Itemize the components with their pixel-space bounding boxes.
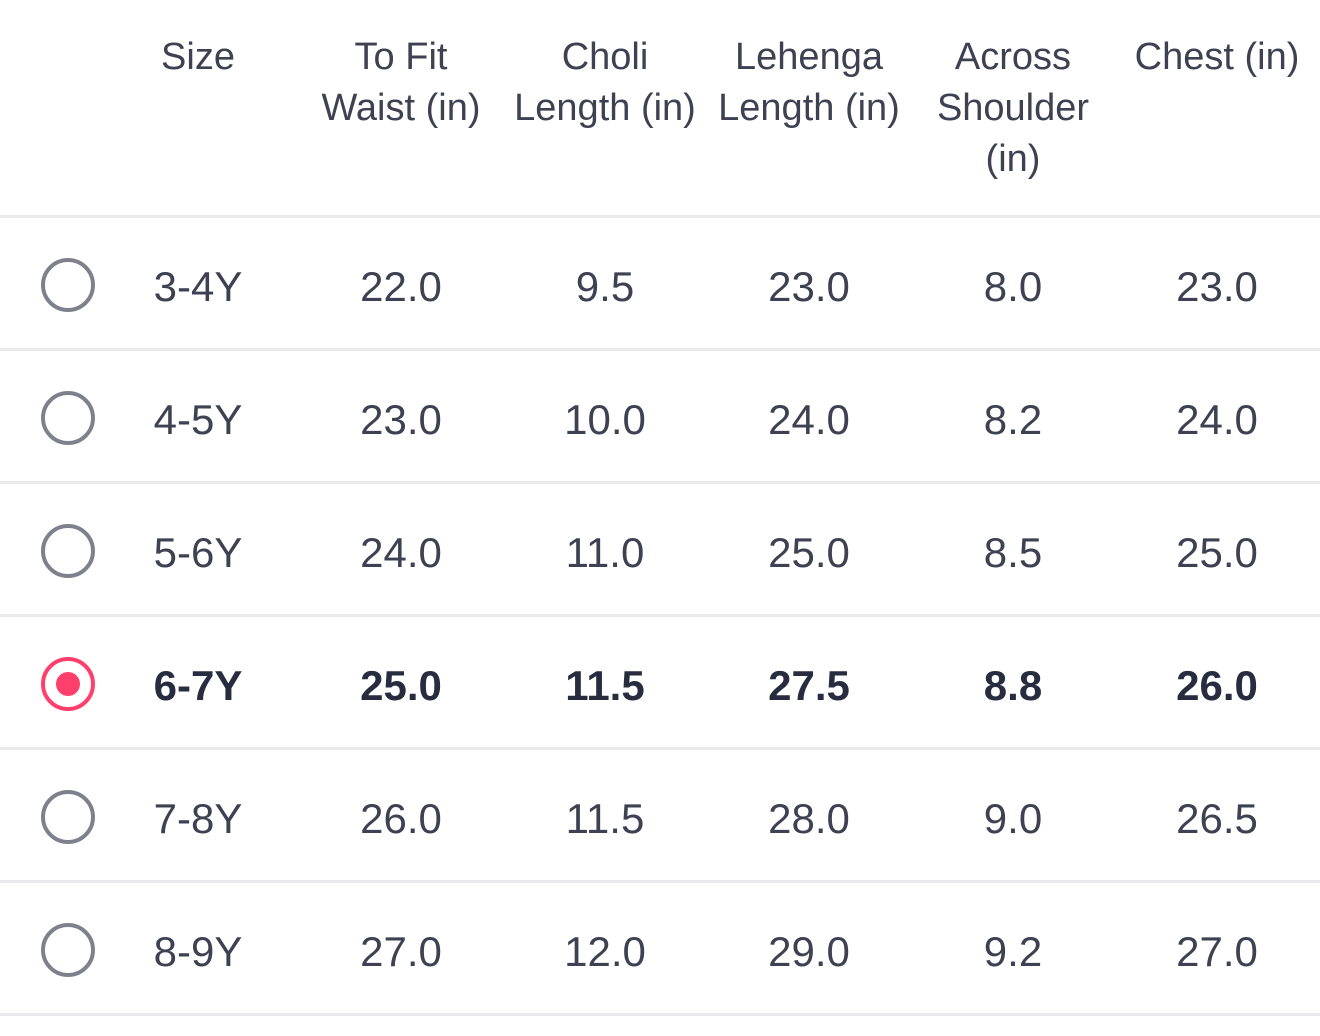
cell-size: 4-5Y	[153, 396, 243, 443]
cell-chest: 25.0	[1176, 529, 1258, 576]
cell-lehenga: 24.0	[768, 396, 850, 443]
radio-unselected-icon[interactable]	[41, 923, 95, 977]
cell-size: 6-7Y	[153, 662, 243, 709]
header-size: Size	[161, 36, 235, 78]
header-lehenga-length: Lehenga Length (in)	[718, 36, 900, 129]
cell-lehenga: 27.5	[768, 662, 850, 709]
header-chest: Chest (in)	[1134, 36, 1300, 78]
cell-size: 7-8Y	[153, 795, 243, 842]
cell-shoulder: 9.0	[983, 795, 1043, 842]
cell-shoulder: 8.2	[983, 396, 1043, 443]
cell-choli: 11.5	[565, 795, 645, 842]
table-row[interactable]: 8-9Y 27.0 12.0 29.0 9.2 27.0	[0, 883, 1320, 1016]
cell-size: 5-6Y	[153, 529, 243, 576]
cell-chest: 27.0	[1176, 928, 1258, 975]
header-across-shoulder: Across Shoulder (in)	[936, 36, 1090, 180]
cell-choli: 11.5	[565, 662, 645, 709]
header-to-fit-waist: To Fit Waist (in)	[321, 36, 481, 129]
radio-unselected-icon[interactable]	[41, 524, 95, 578]
cell-chest: 23.0	[1176, 263, 1258, 310]
cell-size: 3-4Y	[153, 263, 243, 310]
radio-unselected-icon[interactable]	[41, 258, 95, 312]
cell-shoulder: 8.8	[983, 662, 1043, 709]
cell-shoulder: 9.2	[983, 928, 1043, 975]
header-choli-length: Choli Length (in)	[514, 36, 696, 129]
cell-choli: 11.0	[565, 529, 645, 576]
cell-shoulder: 8.5	[983, 529, 1043, 576]
cell-waist: 22.0	[360, 263, 442, 310]
cell-waist: 27.0	[360, 928, 442, 975]
table-body: 3-4Y 22.0 9.5 23.0 8.0 23.0 4-5Y 23.0 10.0 24.0 8.…	[0, 218, 1320, 1016]
cell-lehenga: 25.0	[768, 529, 850, 576]
cell-choli: 12.0	[564, 928, 646, 975]
table-row[interactable]: 7-8Y 26.0 11.5 28.0 9.0 26.5	[0, 750, 1320, 883]
cell-size: 8-9Y	[153, 928, 243, 975]
table-row[interactable]: 4-5Y 23.0 10.0 24.0 8.2 24.0	[0, 351, 1320, 484]
cell-lehenga: 28.0	[768, 795, 850, 842]
cell-waist: 26.0	[360, 795, 442, 842]
cell-waist: 24.0	[360, 529, 442, 576]
cell-choli: 9.5	[575, 263, 635, 310]
table-row[interactable]: 5-6Y 24.0 11.0 25.0 8.5 25.0	[0, 484, 1320, 617]
radio-unselected-icon[interactable]	[41, 790, 95, 844]
radio-selected-icon[interactable]	[41, 657, 95, 711]
cell-choli: 10.0	[564, 396, 646, 443]
table-row[interactable]: 3-4Y 22.0 9.5 23.0 8.0 23.0	[0, 218, 1320, 351]
cell-waist: 23.0	[360, 396, 442, 443]
cell-lehenga: 29.0	[768, 928, 850, 975]
cell-chest: 26.0	[1176, 662, 1258, 709]
table-header-row: Size To Fit Waist (in) Choli Length (in) L…	[0, 0, 1320, 218]
radio-unselected-icon[interactable]	[41, 391, 95, 445]
cell-shoulder: 8.0	[983, 263, 1043, 310]
cell-chest: 26.5	[1176, 795, 1258, 842]
cell-chest: 24.0	[1176, 396, 1258, 443]
radio-dot-icon	[56, 672, 80, 696]
cell-lehenga: 23.0	[768, 263, 850, 310]
table-row[interactable]: 6-7Y 25.0 11.5 27.5 8.8 26.0	[0, 617, 1320, 750]
cell-waist: 25.0	[360, 662, 442, 709]
